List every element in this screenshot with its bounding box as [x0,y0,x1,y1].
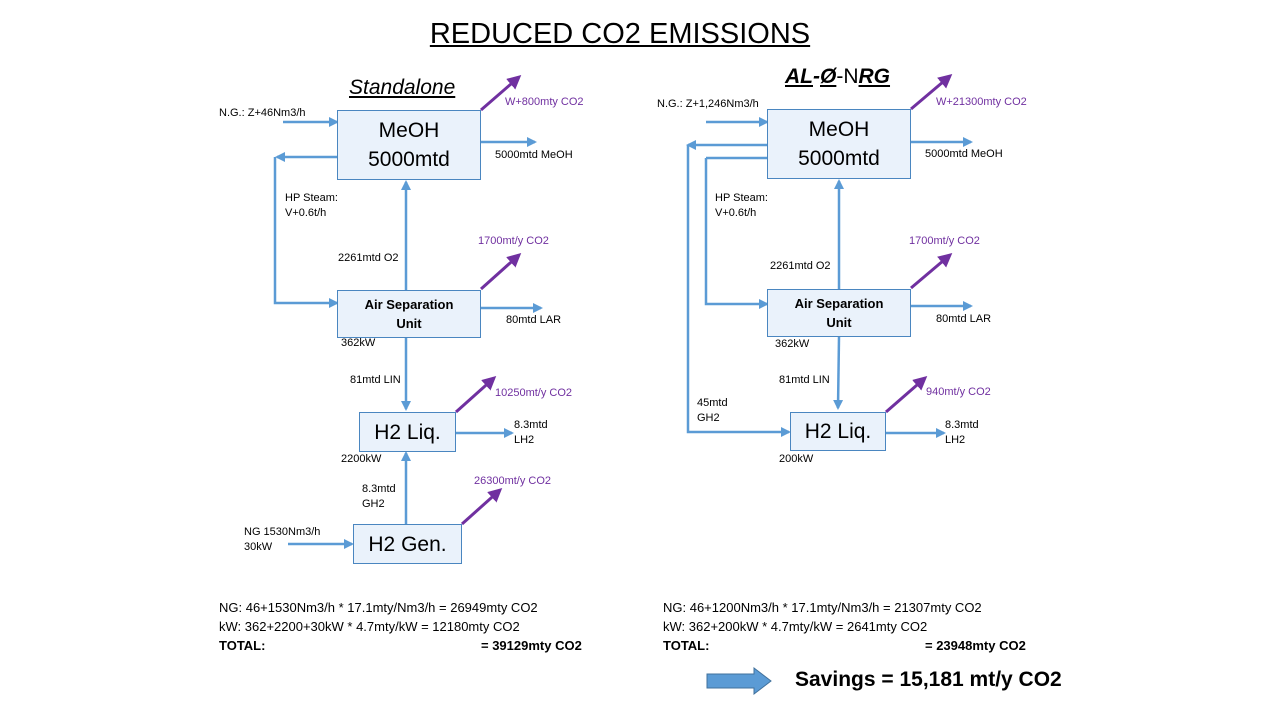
left-ng-gen-line2: 30kW [244,541,273,553]
right-gh2-line1: 45mtd [697,397,728,409]
left-gh2-label: 8.3mtd GH2 [362,482,396,512]
left-asu-co2-arrow [479,252,522,291]
page-title: REDUCED CO2 EMISSIONS [429,18,811,50]
left-ng-gen-line1: NG 1530Nm3/h [244,526,321,538]
right-ng-in-label: N.G.: Z+1,246Nm3/h [657,98,759,110]
left-asu-kw-label: 362kW [341,337,376,349]
right-h2liq-box: H2 Liq. [790,412,886,451]
left-meoh-co2-label: W+800mty CO2 [505,96,584,108]
left-asu-box-line2: Unit [396,316,422,331]
right-total-value: = 23948mty CO2 [925,638,1026,653]
left-ng-in-label: N.G.: Z+46Nm3/h [219,107,306,119]
right-asu-box-line1: Air Separation [794,296,884,311]
right-gh2-line2: GH2 [697,412,720,424]
right-hp-steam-line1: HP Steam: [715,192,768,204]
left-lar-label: 80mtd LAR [506,314,562,326]
right-o2-label: 2261mtd O2 [770,260,831,272]
right-asu-box: Air Separation Unit [767,289,911,337]
left-meoh-out-label: 5000mtd MeOH [495,149,573,161]
right-meoh-out-label: 5000mtd MeOH [925,148,1003,160]
left-subtitle: Standalone [349,76,456,99]
right-liq-co2-arrow [885,376,928,414]
left-lin-label: 81mtd LIN [350,374,401,386]
left-meoh-co2-arrow [480,75,522,112]
right-hp-steam-label: HP Steam: V+0.6t/h [715,191,768,221]
left-h2liq-box: H2 Liq. [359,412,456,452]
left-asu-box-line1: Air Separation [364,297,454,312]
right-meoh-co2-label: W+21300mty CO2 [936,96,1027,108]
left-o2-label: 2261mtd O2 [338,252,399,264]
right-gh2-label: 45mtd GH2 [697,396,728,426]
right-liq-kw-label: 200kW [779,453,814,465]
right-meoh-box-line2: 5000mtd [798,147,880,170]
right-meoh-box-line1: MeOH [808,118,870,141]
right-subtitle-part-n: -N [836,65,859,88]
left-total-label: TOTAL: [219,638,266,653]
right-total-label: TOTAL: [663,638,710,653]
left-meoh-box-line1: MeOH [378,119,440,142]
right-meoh-co2-arrow [910,74,953,111]
left-gen-co2-arrow [460,487,503,526]
left-lh2-label: 8.3mtd LH2 [514,418,548,448]
left-hp-steam-line1: HP Steam: [285,192,338,204]
right-lh2-line1: 8.3mtd [945,419,979,431]
right-lar-label: 80mtd LAR [936,313,992,325]
savings-arrow [706,666,772,696]
left-hp-steam-line2: V+0.6t/h [285,207,327,219]
right-liq-co2-label: 940mt/y CO2 [926,386,991,398]
left-calc-ng: NG: 46+1530Nm3/h * 17.1mty/Nm3/h = 26949… [219,600,538,615]
right-asu-co2-arrow [910,253,953,290]
left-lh2-line1: 8.3mtd [514,419,548,431]
left-gh2-line1: 8.3mtd [362,483,396,495]
left-liq-co2-label: 10250mt/y CO2 [495,387,573,399]
left-ng-gen-label: NG 1530Nm3/h 30kW [244,525,320,555]
left-liq-kw-label: 2200kW [341,453,382,465]
left-asu-co2-label: 1700mt/y CO2 [478,235,549,247]
left-calc-kw: kW: 362+2200+30kW * 4.7mty/kW = 12180mty… [219,619,520,634]
left-total-value: = 39129mty CO2 [481,638,582,653]
left-h2liq-box-label: H2 Liq. [374,420,441,444]
right-asu-box-line2: Unit [826,315,852,330]
right-h2liq-box-label: H2 Liq. [804,420,872,443]
right-calc-ng: NG: 46+1200Nm3/h * 17.1mty/Nm3/h = 21307… [663,600,982,615]
right-lh2-line2: LH2 [945,434,966,446]
right-calc-kw: kW: 362+200kW * 4.7mty/kW = 2641mty CO2 [663,619,928,634]
left-meoh-box: MeOH 5000mtd [337,110,481,180]
right-lin-label: 81mtd LIN [779,374,830,386]
left-meoh-box-line2: 5000mtd [368,148,450,171]
left-steam-loop [273,157,339,308]
left-gen-co2-label: 26300mt/y CO2 [474,475,552,487]
right-hp-steam-line2: V+0.6t/h [715,207,757,219]
left-h2gen-box-label: H2 Gen. [368,532,447,556]
right-lh2-label: 8.3mtd LH2 [945,418,979,448]
left-hp-steam-label: HP Steam: V+0.6t/h [285,191,338,221]
right-lin-arrow [833,336,844,410]
left-asu-box: Air Separation Unit [337,290,481,338]
right-steam-loop [704,158,769,309]
right-gh2-loop [686,145,791,437]
right-meoh-box: MeOH 5000mtd [767,109,911,179]
left-lh2-line2: LH2 [514,434,535,446]
left-gh2-line2: GH2 [362,498,385,510]
right-subtitle-part-al: AL [785,65,813,88]
right-subtitle: AL-Ø-NRG [785,65,890,89]
right-subtitle-part-o: Ø [820,65,837,88]
right-subtitle-part-dash1: - [813,65,820,88]
left-h2gen-box: H2 Gen. [353,524,462,564]
right-asu-kw-label: 362kW [775,338,810,350]
right-subtitle-part-rg: RG [858,65,891,88]
savings-label: Savings = 15,181 mt/y CO2 [795,668,1062,691]
left-liq-co2-arrow [454,375,497,414]
right-asu-co2-label: 1700mt/y CO2 [909,235,980,247]
